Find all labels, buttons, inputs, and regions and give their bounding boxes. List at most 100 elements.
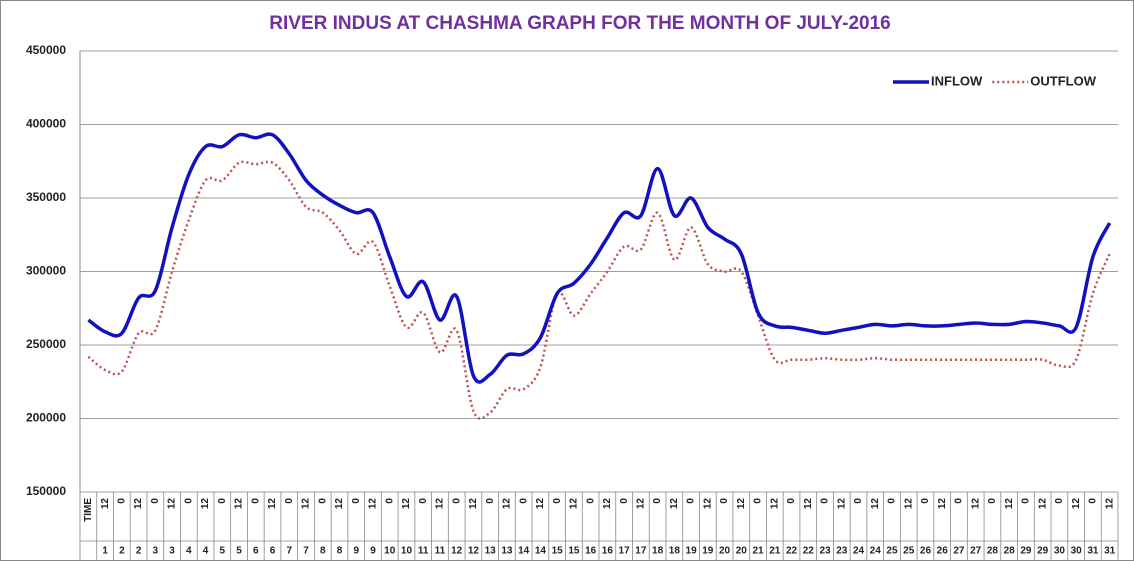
day-label: 25 bbox=[903, 546, 915, 557]
x-tick-label: 12 bbox=[401, 498, 412, 510]
day-label: 12 bbox=[468, 546, 480, 557]
day-label: 17 bbox=[635, 546, 647, 557]
x-tick-label: 0 bbox=[1021, 498, 1032, 504]
x-tick-label: 0 bbox=[619, 498, 630, 504]
x-tick-label: 12 bbox=[769, 498, 780, 510]
day-label: 8 bbox=[320, 546, 326, 557]
y-tick-label: 300000 bbox=[26, 264, 66, 278]
day-label: 27 bbox=[970, 546, 982, 557]
x-tick-label: 12 bbox=[803, 498, 814, 510]
day-label: 19 bbox=[702, 546, 714, 557]
x-tick-label: 12 bbox=[234, 498, 245, 510]
day-label: 24 bbox=[870, 546, 882, 557]
day-label: 24 bbox=[853, 546, 865, 557]
day-label: 2 bbox=[119, 546, 125, 557]
x-tick-label: 12 bbox=[870, 498, 881, 510]
day-label: 6 bbox=[253, 546, 259, 557]
y-tick-label: 350000 bbox=[26, 190, 66, 204]
x-tick-label: 0 bbox=[786, 498, 797, 504]
x-tick-label: 0 bbox=[116, 498, 127, 504]
x-tick-label: 12 bbox=[702, 498, 713, 510]
day-label: 17 bbox=[619, 546, 631, 557]
x-tick-label: 0 bbox=[418, 498, 429, 504]
x-tick-label: 12 bbox=[334, 498, 345, 510]
x-tick-label: 0 bbox=[820, 498, 831, 504]
day-label: 29 bbox=[1020, 546, 1032, 557]
y-tick-label: 450000 bbox=[26, 43, 66, 57]
x-tick-label: 12 bbox=[669, 498, 680, 510]
day-label: 10 bbox=[401, 546, 413, 557]
x-tick-label: 0 bbox=[250, 498, 261, 504]
day-label: 4 bbox=[186, 546, 192, 557]
series-line bbox=[87, 160, 1111, 420]
x-tick-label: 0 bbox=[317, 498, 328, 504]
day-label: 3 bbox=[153, 546, 159, 557]
x-tick-label: 0 bbox=[987, 498, 998, 504]
x-tick-label: 0 bbox=[384, 498, 395, 504]
x-tick-label: 12 bbox=[970, 498, 981, 510]
day-label: 14 bbox=[535, 546, 547, 557]
day-label: 20 bbox=[719, 546, 731, 557]
day-label: 2 bbox=[136, 546, 142, 557]
x-tick-label: 12 bbox=[167, 498, 178, 510]
day-label: 15 bbox=[552, 546, 564, 557]
x-tick-label: 12 bbox=[1004, 498, 1015, 510]
x-tick-label: 12 bbox=[535, 498, 546, 510]
day-label: 16 bbox=[602, 546, 614, 557]
day-label: 4 bbox=[203, 546, 209, 557]
day-label: 5 bbox=[220, 546, 226, 557]
x-tick-label: 0 bbox=[451, 498, 462, 504]
day-label: 13 bbox=[485, 546, 497, 557]
day-label: 30 bbox=[1071, 546, 1083, 557]
x-tick-label: 0 bbox=[351, 498, 362, 504]
x-tick-label: 0 bbox=[887, 498, 898, 504]
x-tick-label: 12 bbox=[602, 498, 613, 510]
legend-label: INFLOW bbox=[931, 73, 983, 88]
day-label: 1 bbox=[102, 546, 108, 557]
x-tick-label: 0 bbox=[920, 498, 931, 504]
y-tick-label: 200000 bbox=[26, 411, 66, 425]
x-tick-label: 0 bbox=[585, 498, 596, 504]
x-tick-label: 0 bbox=[284, 498, 295, 504]
day-label: 30 bbox=[1054, 546, 1066, 557]
x-tick-label: 0 bbox=[1054, 498, 1065, 504]
day-label: 20 bbox=[736, 546, 748, 557]
day-label: 9 bbox=[370, 546, 376, 557]
x-tick-label: 0 bbox=[719, 498, 730, 504]
x-tick-label: 12 bbox=[301, 498, 312, 510]
day-label: 19 bbox=[686, 546, 698, 557]
x-tick-label: 12 bbox=[267, 498, 278, 510]
day-label: 13 bbox=[501, 546, 513, 557]
day-label: 10 bbox=[384, 546, 396, 557]
x-tick-label: 12 bbox=[1071, 498, 1082, 510]
x-tick-label: 12 bbox=[1037, 498, 1048, 510]
day-label: 28 bbox=[987, 546, 999, 557]
y-tick-label: 150000 bbox=[26, 484, 66, 498]
day-label: 7 bbox=[286, 546, 292, 557]
x-tick-label: 0 bbox=[753, 498, 764, 504]
x-tick-label: TIME bbox=[83, 498, 94, 522]
day-label: 15 bbox=[568, 546, 580, 557]
x-tick-label: 12 bbox=[569, 498, 580, 510]
chart-title: RIVER INDUS AT CHASHMA GRAPH FOR THE MON… bbox=[269, 13, 890, 34]
day-label: 22 bbox=[803, 546, 815, 557]
series-line bbox=[87, 132, 1112, 384]
day-label: 21 bbox=[752, 546, 764, 557]
day-label: 31 bbox=[1104, 546, 1116, 557]
x-tick-label: 0 bbox=[485, 498, 496, 504]
day-label: 27 bbox=[953, 546, 965, 557]
day-label: 14 bbox=[518, 546, 530, 557]
x-tick-label: 0 bbox=[217, 498, 228, 504]
day-label: 12 bbox=[451, 546, 463, 557]
day-label: 28 bbox=[1004, 546, 1016, 557]
day-label: 11 bbox=[418, 546, 429, 557]
day-label: 8 bbox=[337, 546, 343, 557]
day-label: 11 bbox=[435, 546, 446, 557]
day-label: 3 bbox=[169, 546, 175, 557]
y-tick-label: 400000 bbox=[26, 117, 66, 131]
x-tick-label: 0 bbox=[1088, 498, 1099, 504]
day-label: 16 bbox=[585, 546, 597, 557]
day-label: 23 bbox=[836, 546, 848, 557]
x-tick-label: 12 bbox=[468, 498, 479, 510]
day-label: 6 bbox=[270, 546, 276, 557]
